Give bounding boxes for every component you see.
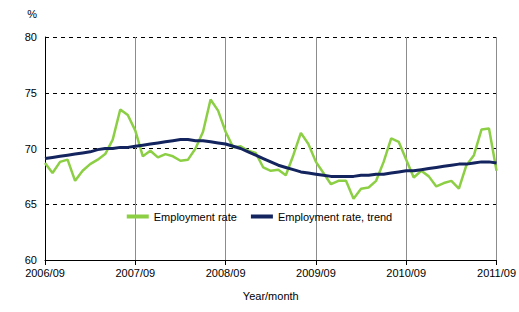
- svg-text:2010/09: 2010/09: [386, 267, 426, 279]
- svg-text:2008/09: 2008/09: [206, 267, 246, 279]
- svg-text:Year/month: Year/month: [243, 290, 299, 302]
- svg-text:60: 60: [25, 254, 37, 266]
- svg-text:75: 75: [25, 87, 37, 99]
- svg-text:70: 70: [25, 143, 37, 155]
- svg-text:2006/09: 2006/09: [25, 267, 65, 279]
- svg-text:2009/09: 2009/09: [296, 267, 336, 279]
- svg-text:2007/09: 2007/09: [115, 267, 155, 279]
- svg-text:80: 80: [25, 31, 37, 43]
- svg-text:%: %: [27, 8, 37, 20]
- svg-text:Employment rate, trend: Employment rate, trend: [278, 211, 392, 223]
- svg-text:65: 65: [25, 198, 37, 210]
- svg-text:Employment rate: Employment rate: [154, 211, 237, 223]
- svg-text:2011/09: 2011/09: [477, 267, 516, 279]
